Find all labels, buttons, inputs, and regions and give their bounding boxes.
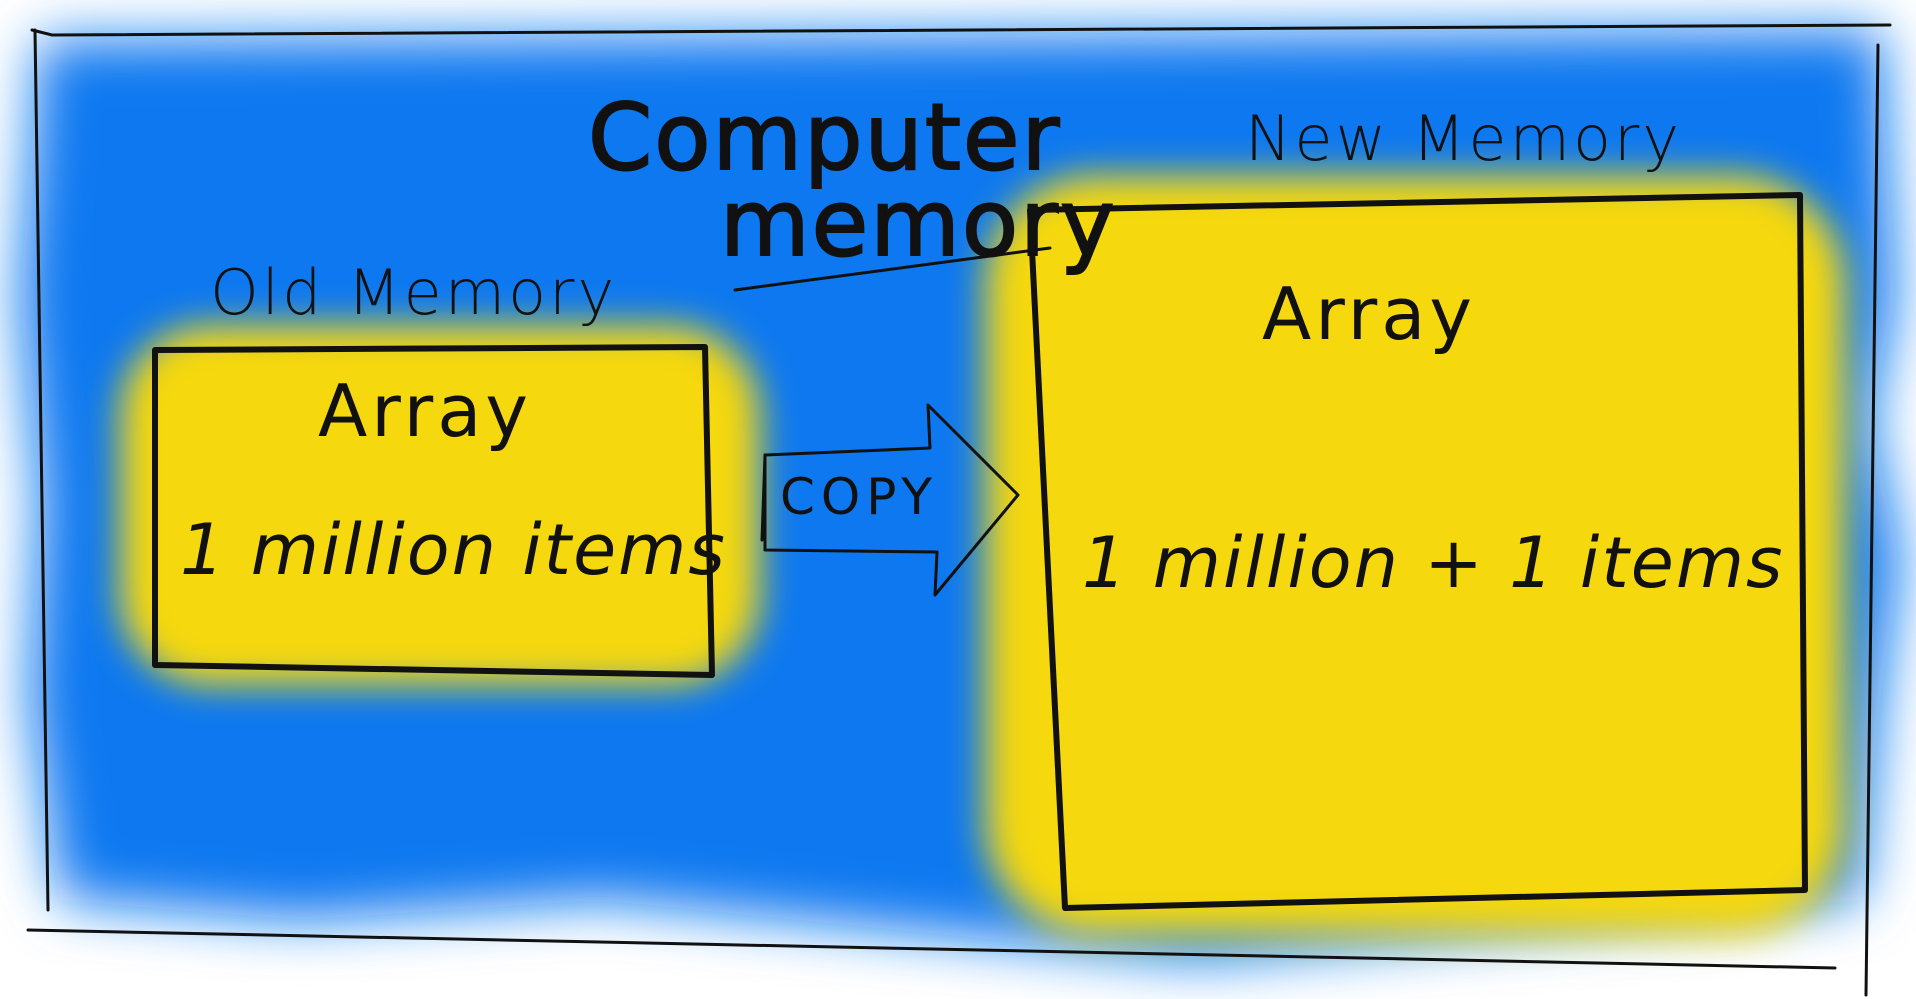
diagram-title-line1: Computer: [587, 84, 1062, 191]
old-memory-glow: [120, 325, 760, 685]
new-array-title: Array: [1262, 272, 1476, 356]
old-memory-box: [152, 344, 715, 678]
new-memory-box: [1027, 192, 1808, 911]
copy-arrow-icon: [760, 403, 1020, 597]
old-array-title: Array: [318, 369, 532, 453]
old-memory-heading: Old Memory: [210, 256, 618, 329]
old-array-count: 1 million items: [180, 509, 727, 591]
new-memory-heading: New Memory: [1245, 102, 1683, 175]
memory-frame: [26, 23, 1892, 997]
new-memory-glow: [985, 175, 1845, 935]
title-underline: [733, 246, 1052, 292]
copy-label: COPY: [780, 468, 938, 526]
new-array-count: 1 million + 1 items: [1082, 522, 1785, 604]
diagram-title-line2: memory: [719, 170, 1117, 277]
